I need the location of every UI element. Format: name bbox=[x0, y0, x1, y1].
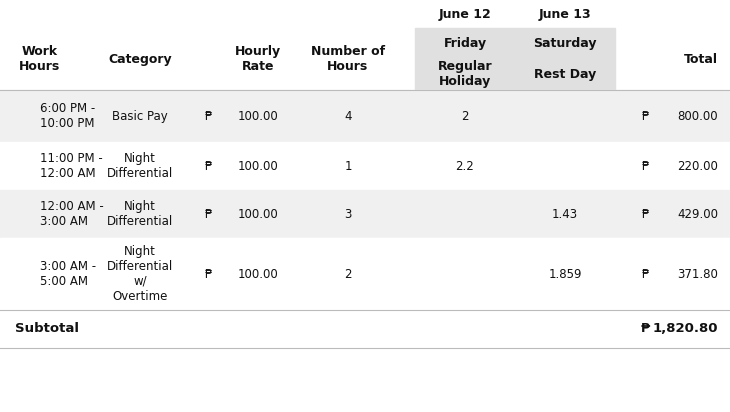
Text: 100.00: 100.00 bbox=[238, 208, 278, 220]
Bar bbox=[0, 142, 730, 190]
Text: 2.2: 2.2 bbox=[456, 159, 474, 173]
Text: ₱: ₱ bbox=[204, 159, 212, 173]
Text: 100.00: 100.00 bbox=[238, 110, 278, 122]
Text: 429.00: 429.00 bbox=[677, 208, 718, 220]
Text: ₱: ₱ bbox=[204, 267, 212, 281]
Text: ₱: ₱ bbox=[641, 110, 649, 122]
Text: 1,820.80: 1,820.80 bbox=[653, 323, 718, 335]
Text: ₱: ₱ bbox=[640, 323, 650, 335]
Text: Hourly
Rate: Hourly Rate bbox=[235, 45, 281, 73]
Text: Category: Category bbox=[108, 52, 172, 66]
Text: Basic Pay: Basic Pay bbox=[112, 110, 168, 122]
Text: 1.43: 1.43 bbox=[552, 208, 578, 220]
Text: 11:00 PM -
12:00 AM: 11:00 PM - 12:00 AM bbox=[40, 152, 103, 180]
Bar bbox=[415, 28, 615, 90]
Text: Night
Differential
w/
Overtime: Night Differential w/ Overtime bbox=[107, 245, 173, 303]
Text: Work
Hours: Work Hours bbox=[20, 45, 61, 73]
Text: ₱: ₱ bbox=[641, 208, 649, 220]
Text: ₱: ₱ bbox=[641, 159, 649, 173]
Text: ₱: ₱ bbox=[204, 208, 212, 220]
Text: June 13: June 13 bbox=[539, 7, 591, 21]
Text: Regular
Holiday: Regular Holiday bbox=[438, 60, 492, 88]
Text: 1: 1 bbox=[345, 159, 352, 173]
Text: 3:00 AM -
5:00 AM: 3:00 AM - 5:00 AM bbox=[40, 260, 96, 288]
Text: Subtotal: Subtotal bbox=[15, 323, 79, 335]
Text: ₱: ₱ bbox=[641, 267, 649, 281]
Text: 371.80: 371.80 bbox=[677, 267, 718, 281]
Text: 800.00: 800.00 bbox=[677, 110, 718, 122]
Bar bbox=[0, 90, 730, 142]
Text: 1.859: 1.859 bbox=[548, 267, 582, 281]
Text: Night
Differential: Night Differential bbox=[107, 152, 173, 180]
Text: Night
Differential: Night Differential bbox=[107, 200, 173, 228]
Text: 2: 2 bbox=[461, 110, 469, 122]
Text: ₱: ₱ bbox=[204, 110, 212, 122]
Text: 12:00 AM -
3:00 AM: 12:00 AM - 3:00 AM bbox=[40, 200, 104, 228]
Text: 100.00: 100.00 bbox=[238, 159, 278, 173]
Bar bbox=[0, 190, 730, 238]
Text: 100.00: 100.00 bbox=[238, 267, 278, 281]
Text: Rest Day: Rest Day bbox=[534, 68, 596, 80]
Text: Friday: Friday bbox=[443, 37, 487, 49]
Text: Saturday: Saturday bbox=[533, 37, 596, 49]
Text: 2: 2 bbox=[345, 267, 352, 281]
Text: Total: Total bbox=[684, 52, 718, 66]
Text: 3: 3 bbox=[345, 208, 352, 220]
Bar bbox=[0, 238, 730, 310]
Text: 220.00: 220.00 bbox=[677, 159, 718, 173]
Text: June 12: June 12 bbox=[439, 7, 491, 21]
Text: 6:00 PM -
10:00 PM: 6:00 PM - 10:00 PM bbox=[40, 102, 95, 130]
Text: Number of
Hours: Number of Hours bbox=[311, 45, 385, 73]
Text: 4: 4 bbox=[345, 110, 352, 122]
